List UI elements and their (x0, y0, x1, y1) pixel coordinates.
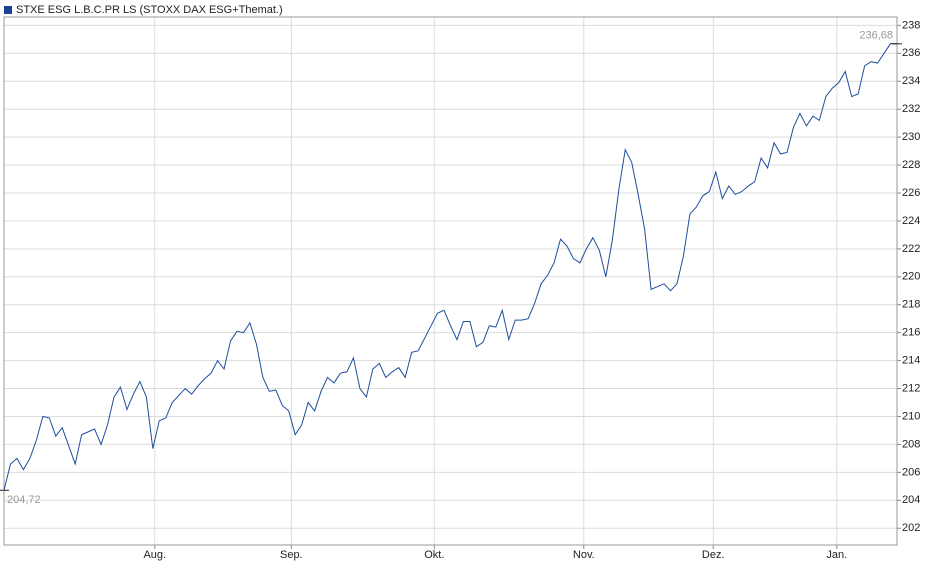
y-tick-label: 214 (902, 355, 920, 367)
y-tick-label: 232 (902, 103, 920, 115)
y-tick-label: 212 (902, 382, 920, 394)
legend-swatch (4, 6, 12, 14)
y-tick-label: 216 (902, 327, 920, 339)
plot-frame (3, 16, 898, 546)
x-tick-label: Aug. (143, 549, 166, 561)
y-tick-label: 234 (902, 75, 920, 87)
legend-label: STXE ESG L.B.C.PR LS (STOXX DAX ESG+Them… (16, 4, 283, 16)
x-tick-label: Dez. (702, 549, 725, 561)
y-tick-label: 230 (902, 131, 920, 143)
value-label: 236,68 (859, 30, 893, 42)
y-tick-label: 220 (902, 271, 920, 283)
y-tick-label: 208 (902, 438, 920, 450)
y-tick-label: 238 (902, 19, 920, 31)
y-tick-label: 226 (902, 187, 920, 199)
y-tick-label: 202 (902, 522, 920, 534)
y-tick-label: 206 (902, 466, 920, 478)
y-tick-label: 210 (902, 410, 920, 422)
x-tick-label: Sep. (280, 549, 303, 561)
y-tick-label: 236 (902, 47, 920, 59)
y-tick-label: 228 (902, 159, 920, 171)
price-line (3, 43, 898, 491)
y-tick-label: 222 (902, 243, 920, 255)
x-tick-label: Okt. (424, 549, 444, 561)
x-tick-label: Jan. (826, 549, 847, 561)
y-tick-label: 224 (902, 215, 920, 227)
value-label: 204,72 (7, 494, 41, 506)
y-tick-label: 204 (902, 494, 920, 506)
x-tick-label: Nov. (573, 549, 595, 561)
y-tick-label: 218 (902, 299, 920, 311)
